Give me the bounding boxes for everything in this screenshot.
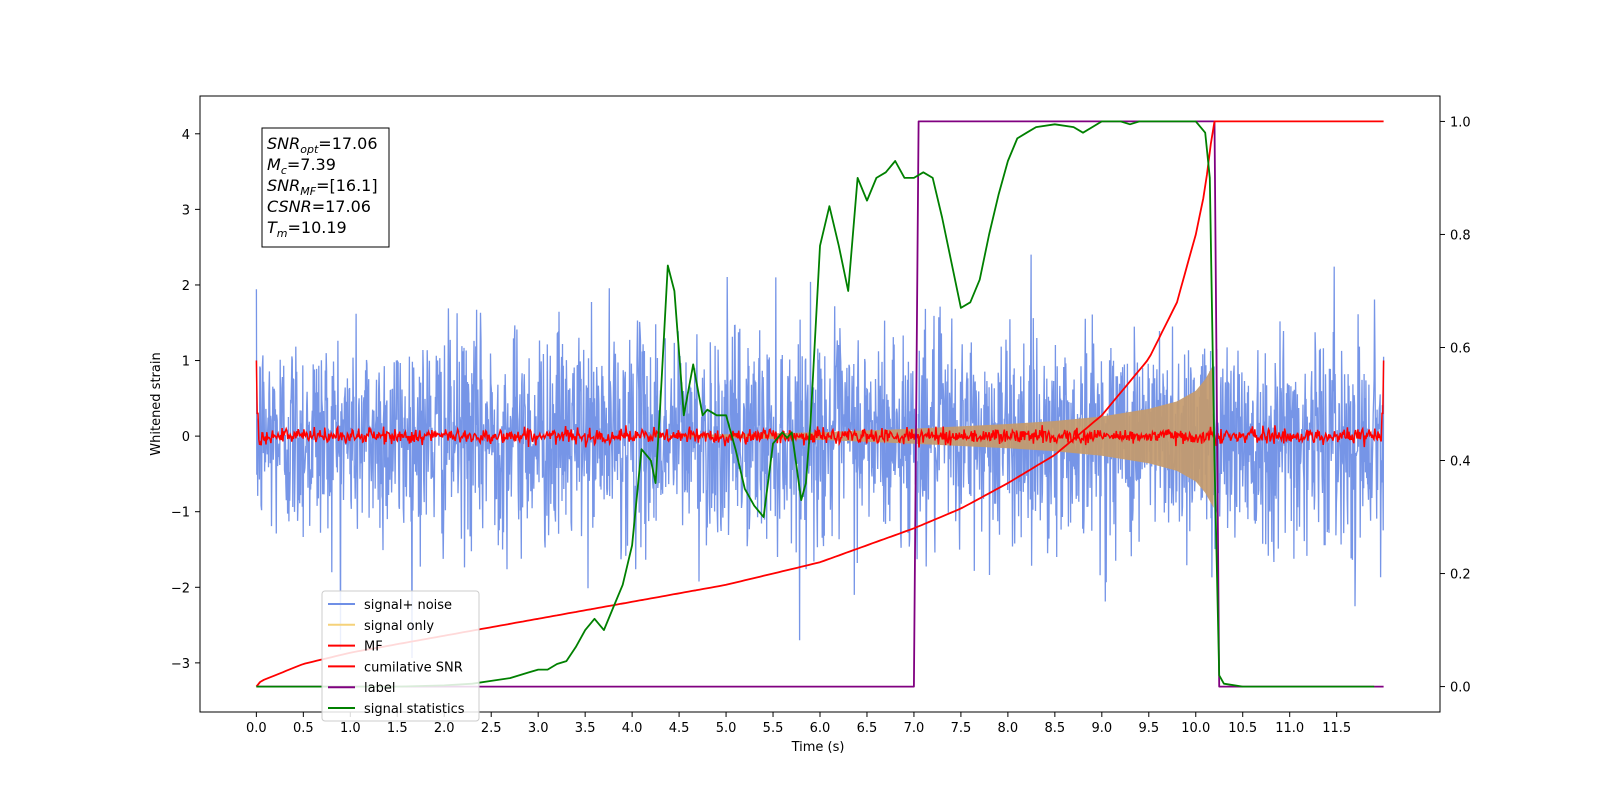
x-tick-label: 0.5	[293, 721, 314, 736]
y2-tick-label: 0.8	[1450, 228, 1471, 243]
legend-frame	[321, 590, 480, 722]
legend-entry: MF	[364, 640, 383, 655]
annotation-line: CSNR=17.06	[267, 197, 371, 216]
y-tick-label: −1	[171, 506, 190, 521]
x-tick-label: 6.0	[810, 721, 831, 736]
x-tick-label: 4.0	[622, 721, 643, 736]
x-axis-label: Time (s)	[791, 740, 845, 755]
legend-entry: label	[364, 681, 395, 696]
annotation-line: SNRopt=17.06	[267, 134, 378, 156]
annotation-line: Mc=7.39	[267, 155, 336, 177]
y-tick-label: −2	[171, 581, 190, 596]
legend: signal+ noise signal only MF cumilative SNR…	[321, 590, 480, 722]
annotation-line: Tm=10.19	[267, 218, 347, 240]
y-tick-label: 0	[182, 430, 190, 445]
legend-entry: cumilative SNR	[364, 660, 463, 675]
y-axis-label: Whitened strain	[149, 352, 164, 455]
y2-tick-label: 0.6	[1450, 341, 1471, 356]
x-tick-label: 11.5	[1322, 721, 1351, 736]
y-tick-label: −3	[171, 657, 190, 672]
x-tick-label: 1.5	[387, 721, 408, 736]
y2-axis-ticks: 0.0 0.2 0.4 0.6 0.8 1.0	[1440, 115, 1471, 696]
x-tick-label: 8.0	[998, 721, 1019, 736]
annotation-frame	[261, 127, 390, 248]
x-tick-label: 2.5	[481, 721, 502, 736]
annotation-line: SNRMF=[16.1]	[267, 176, 378, 198]
x-tick-label: 7.5	[951, 721, 972, 736]
y2-tick-label: 0.2	[1450, 568, 1471, 583]
series-mf	[255, 360, 1385, 448]
x-tick-label: 3.5	[575, 721, 596, 736]
legend-entry: signal+ noise	[364, 598, 452, 613]
x-tick-label: 9.5	[1138, 721, 1159, 736]
x-tick-label: 0.0	[246, 721, 267, 736]
x-tick-label: 9.0	[1091, 721, 1112, 736]
x-tick-label: 5.5	[763, 721, 784, 736]
legend-entry: signal only	[364, 619, 434, 634]
y2-tick-label: 0.4	[1450, 455, 1471, 470]
x-tick-label: 8.5	[1045, 721, 1066, 736]
y-axis-ticks: −3 −2 −1 0 1 2 3 4	[171, 128, 200, 672]
annotation-box: SNRopt=17.06Mc=7.39SNRMF=[16.1]CSNR=17.0…	[261, 127, 390, 248]
y-tick-label: 3	[182, 203, 190, 218]
x-axis-ticks: 0.0 0.5 1.0 1.5 2.0 2.5 3.0 3.5 4.0 4.5 5.0 5.5 6.0 6…	[246, 712, 1351, 736]
x-tick-label: 6.5	[857, 721, 878, 736]
x-tick-label: 5.0	[716, 721, 737, 736]
x-tick-label: 3.0	[528, 721, 549, 736]
y-tick-label: 4	[182, 128, 190, 143]
x-tick-label: 10.5	[1228, 721, 1257, 736]
x-tick-label: 7.0	[904, 721, 925, 736]
y-tick-label: 2	[182, 279, 190, 294]
x-tick-label: 2.0	[434, 721, 455, 736]
x-tick-label: 10.0	[1181, 721, 1210, 736]
y2-tick-label: 0.0	[1450, 681, 1471, 696]
x-tick-label: 11.0	[1275, 721, 1304, 736]
series-signal-statistics	[256, 120, 1375, 688]
y2-tick-label: 1.0	[1450, 115, 1471, 130]
legend-entry: signal statistics	[364, 702, 465, 717]
x-tick-label: 1.0	[340, 721, 361, 736]
y-tick-label: 1	[182, 355, 190, 370]
x-tick-label: 4.5	[669, 721, 690, 736]
